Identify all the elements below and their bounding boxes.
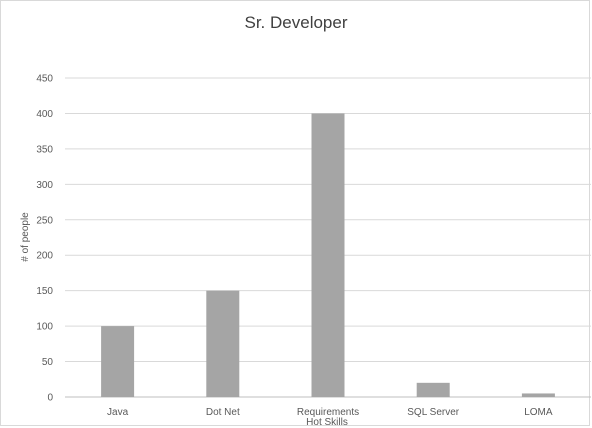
y-tick-label: 350 [36, 144, 53, 155]
bar-sql-server [416, 382, 450, 397]
chart-title: Sr. Developer [245, 13, 348, 32]
y-axis-title: # of people [20, 212, 31, 262]
x-tick-label: Dot Net [206, 407, 240, 418]
y-axis-ticks: 0 50 100 150 200 250 300 350 400 450 [36, 74, 53, 404]
bars [101, 113, 555, 397]
y-tick-label: 50 [42, 357, 54, 368]
y-tick-label: 100 [36, 322, 53, 333]
y-tick-label: 250 [36, 215, 53, 226]
x-axis-title: Hot Skills [306, 417, 348, 427]
y-tick-label: 150 [36, 286, 53, 297]
y-tick-label: 300 [36, 180, 53, 191]
bar-requirements [311, 113, 345, 397]
bar-loma [521, 393, 555, 397]
y-tick-label: 0 [47, 393, 53, 404]
x-tick-label: Java [107, 407, 129, 418]
x-tick-label: LOMA [524, 407, 553, 418]
y-tick-label: 400 [36, 109, 53, 120]
bar-dot-net [206, 290, 240, 397]
y-tick-label: 450 [36, 74, 53, 85]
bar-java [101, 326, 135, 397]
x-tick-label: SQL Server [407, 407, 460, 418]
x-tick-label: Requirements [297, 407, 359, 418]
y-tick-label: 200 [36, 251, 53, 262]
x-axis-ticks: Java Dot Net Requirements SQL Server LOMA [107, 407, 553, 418]
